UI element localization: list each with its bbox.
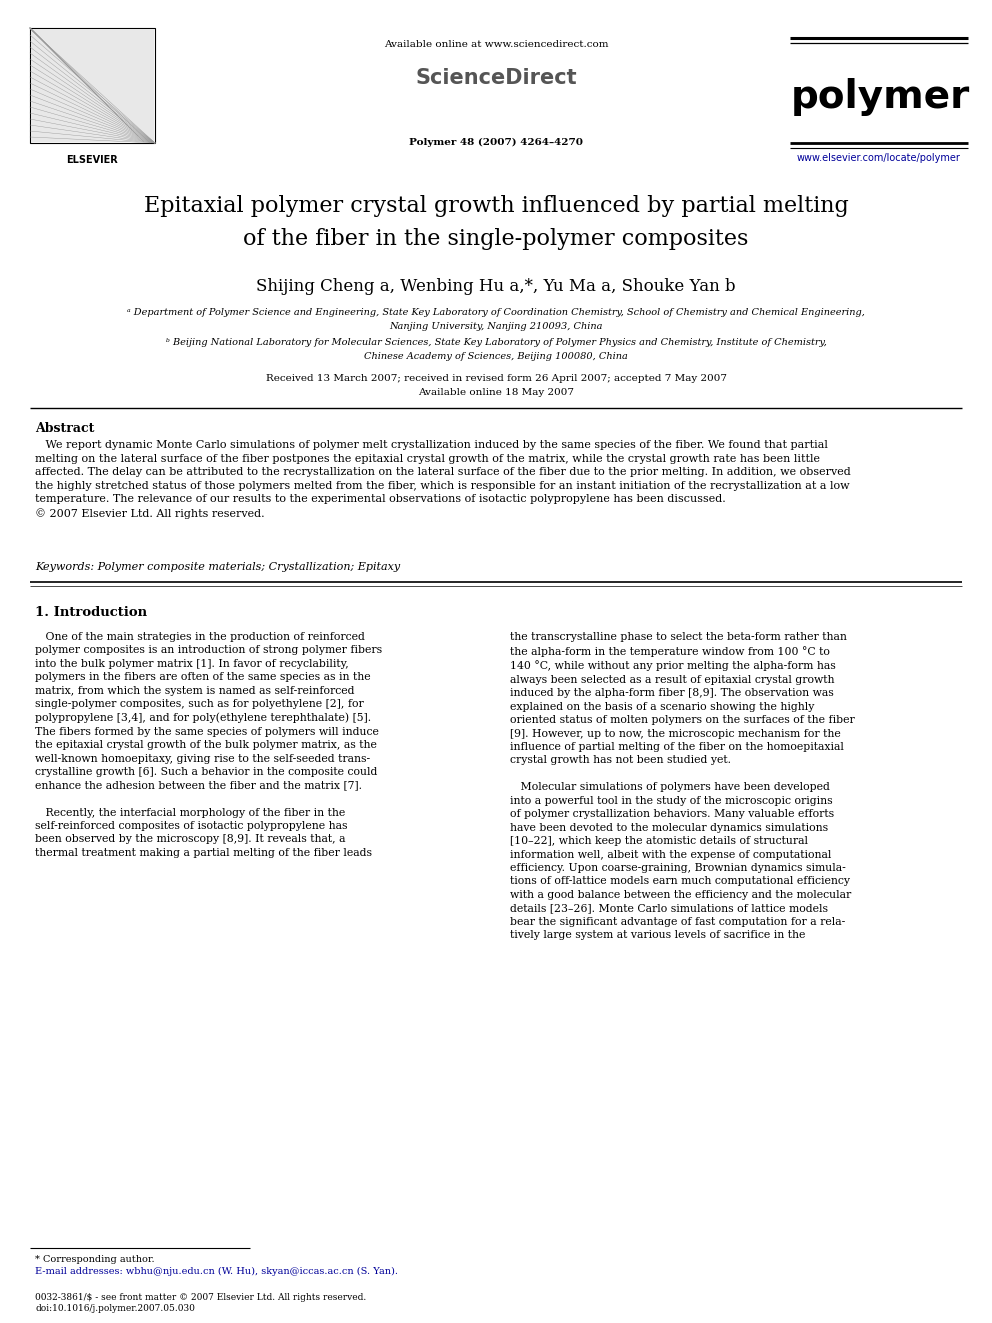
Text: Nanjing University, Nanjing 210093, China: Nanjing University, Nanjing 210093, Chin… bbox=[389, 321, 603, 331]
Text: 1. Introduction: 1. Introduction bbox=[35, 606, 147, 619]
Text: Epitaxial polymer crystal growth influenced by partial melting: Epitaxial polymer crystal growth influen… bbox=[144, 194, 848, 217]
Text: ScienceDirect: ScienceDirect bbox=[416, 67, 576, 89]
Text: ᵃ Department of Polymer Science and Engineering, State Key Laboratory of Coordin: ᵃ Department of Polymer Science and Engi… bbox=[127, 308, 865, 318]
Text: Abstract: Abstract bbox=[35, 422, 94, 435]
Text: ᵇ Beijing National Laboratory for Molecular Sciences, State Key Laboratory of Po: ᵇ Beijing National Laboratory for Molecu… bbox=[166, 337, 826, 347]
Text: ELSEVIER: ELSEVIER bbox=[66, 155, 118, 165]
Bar bbox=[30, 28, 155, 143]
Text: Shijing Cheng a, Wenbing Hu a,*, Yu Ma a, Shouke Yan b: Shijing Cheng a, Wenbing Hu a,*, Yu Ma a… bbox=[256, 278, 736, 295]
Text: Received 13 March 2007; received in revised form 26 April 2007; accepted 7 May 2: Received 13 March 2007; received in revi… bbox=[266, 374, 726, 382]
Text: of the fiber in the single-polymer composites: of the fiber in the single-polymer compo… bbox=[243, 228, 749, 250]
Text: We report dynamic Monte Carlo simulations of polymer melt crystallization induce: We report dynamic Monte Carlo simulation… bbox=[35, 441, 851, 519]
Text: the transcrystalline phase to select the beta-form rather than
the alpha-form in: the transcrystalline phase to select the… bbox=[510, 632, 855, 941]
Text: E-mail addresses: wbhu@nju.edu.cn (W. Hu), skyan@iccas.ac.cn (S. Yan).: E-mail addresses: wbhu@nju.edu.cn (W. Hu… bbox=[35, 1267, 398, 1277]
Text: polymer: polymer bbox=[791, 78, 969, 116]
Text: Available online 18 May 2007: Available online 18 May 2007 bbox=[418, 388, 574, 397]
Text: doi:10.1016/j.polymer.2007.05.030: doi:10.1016/j.polymer.2007.05.030 bbox=[35, 1304, 194, 1312]
Bar bbox=[31, 29, 154, 142]
Text: www.elsevier.com/locate/polymer: www.elsevier.com/locate/polymer bbox=[797, 153, 961, 163]
Text: Keywords: Polymer composite materials; Crystallization; Epitaxy: Keywords: Polymer composite materials; C… bbox=[35, 562, 400, 572]
Text: Polymer 48 (2007) 4264–4270: Polymer 48 (2007) 4264–4270 bbox=[409, 138, 583, 147]
Text: Available online at www.sciencedirect.com: Available online at www.sciencedirect.co… bbox=[384, 40, 608, 49]
Text: Chinese Academy of Sciences, Beijing 100080, China: Chinese Academy of Sciences, Beijing 100… bbox=[364, 352, 628, 361]
Text: One of the main strategies in the production of reinforced
polymer composites is: One of the main strategies in the produc… bbox=[35, 632, 382, 857]
Text: * Corresponding author.: * Corresponding author. bbox=[35, 1256, 155, 1263]
Text: 0032-3861/$ - see front matter © 2007 Elsevier Ltd. All rights reserved.: 0032-3861/$ - see front matter © 2007 El… bbox=[35, 1293, 366, 1302]
